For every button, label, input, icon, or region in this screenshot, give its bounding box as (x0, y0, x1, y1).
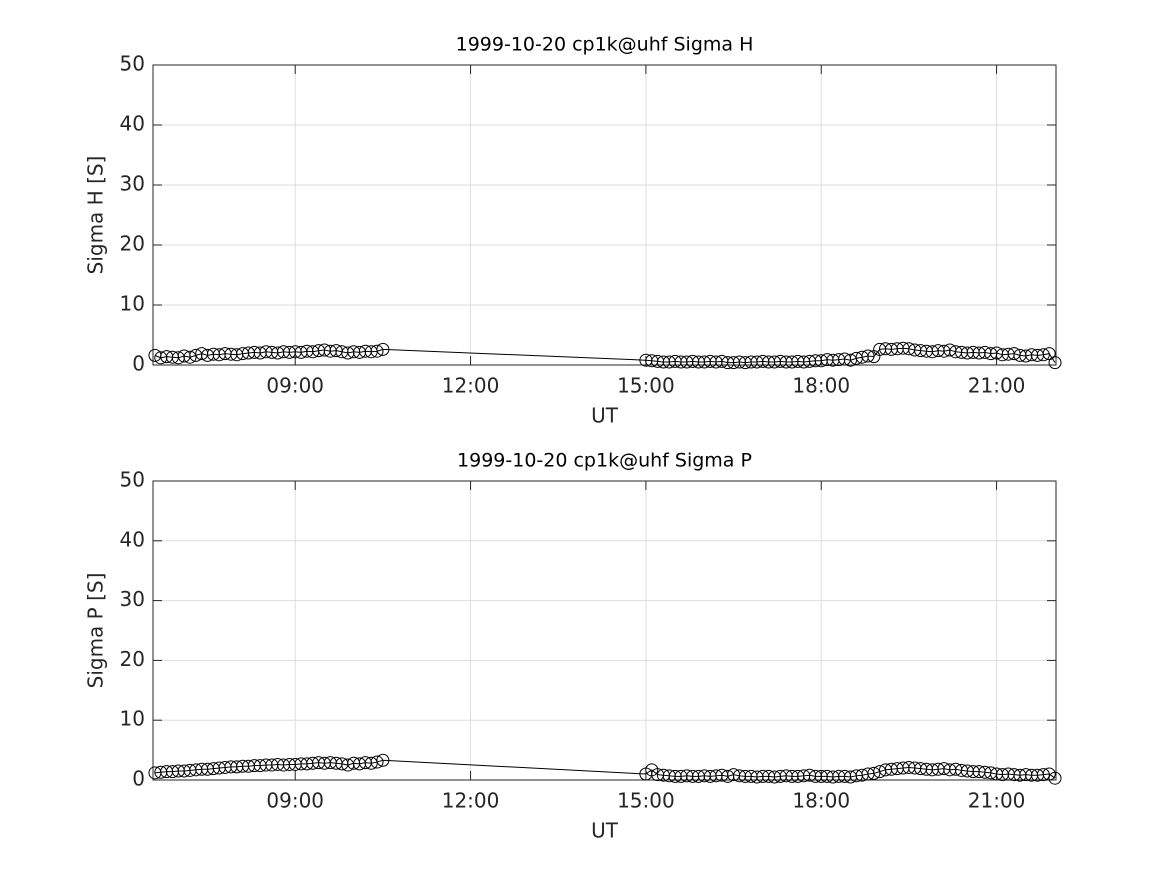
x-tick-label: 21:00 (968, 374, 1026, 398)
data-point (1048, 771, 1062, 785)
y-tick-label: 0 (132, 352, 145, 376)
data-point (376, 342, 390, 356)
x-tick-label: 09:00 (266, 374, 324, 398)
y-axis-label: Sigma P [S] (84, 573, 108, 689)
data-point (867, 766, 881, 780)
axes-box (152, 480, 1057, 781)
data-point (183, 350, 197, 364)
x-axis-label: UT (591, 819, 619, 843)
y-tick-label: 10 (120, 707, 145, 731)
x-tick-label: 21:00 (968, 789, 1026, 813)
x-tick-label: 15:00 (617, 789, 675, 813)
chart-title: 1999-10-20 cp1k@uhf Sigma P (457, 450, 752, 472)
plot-area (153, 481, 1056, 780)
y-tick-label: 0 (132, 767, 145, 791)
x-tick-label: 12:00 (442, 374, 500, 398)
data-point (1042, 347, 1056, 361)
y-tick-label: 30 (120, 587, 145, 611)
axes-box (152, 64, 1057, 366)
x-tick-label: 18:00 (792, 374, 850, 398)
data-point (376, 753, 390, 767)
data-point (861, 349, 875, 363)
plot-area (153, 65, 1056, 365)
data-point (1036, 768, 1050, 782)
y-tick-label: 40 (120, 527, 145, 551)
y-tick-label: 20 (120, 232, 145, 256)
x-tick-label: 15:00 (617, 374, 675, 398)
y-tick-label: 50 (120, 52, 145, 76)
y-tick-label: 20 (120, 647, 145, 671)
x-tick-label: 18:00 (792, 789, 850, 813)
y-tick-label: 30 (120, 172, 145, 196)
y-tick-label: 40 (120, 112, 145, 136)
x-tick-label: 12:00 (442, 789, 500, 813)
data-point (370, 755, 384, 769)
y-tick-label: 10 (120, 292, 145, 316)
data-point (370, 344, 384, 358)
x-tick-label: 09:00 (266, 789, 324, 813)
chart-title: 1999-10-20 cp1k@uhf Sigma H (456, 34, 754, 56)
y-axis-label: Sigma H [S] (84, 156, 108, 275)
x-axis-label: UT (591, 404, 619, 428)
y-tick-label: 50 (120, 468, 145, 492)
data-point (1048, 356, 1062, 370)
data-point (1036, 348, 1050, 362)
